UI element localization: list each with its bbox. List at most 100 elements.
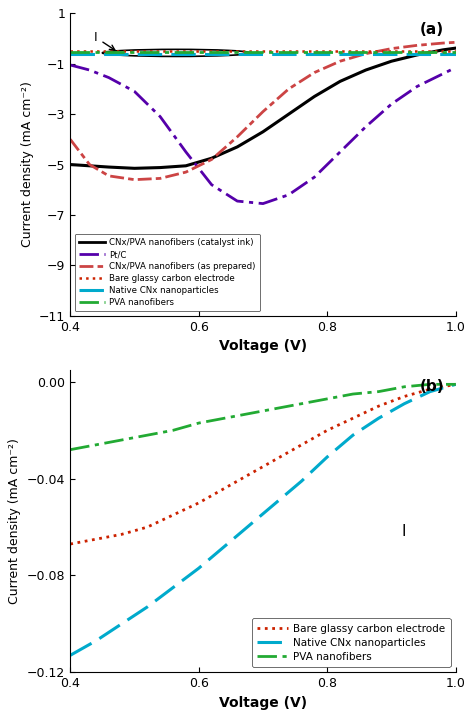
Legend: Bare glassy carbon electrode, Native CNx nanoparticles, PVA nanofibers: Bare glassy carbon electrode, Native CNx… [252,618,450,667]
Line: PVA nanofibers: PVA nanofibers [70,384,456,449]
PVA nanofibers [170,426,176,434]
CNx/PVA nanofibers (catalyst ink) [87,162,92,170]
CNx/PVA nanofibers (as prepared) [363,50,369,58]
CNx/PVA nanofibers (catalyst ink) [235,143,240,151]
Line: CNx/PVA nanofibers (catalyst ink): CNx/PVA nanofibers (catalyst ink) [70,48,456,168]
Bare glassy carbon electrode [299,441,304,449]
Bare glassy carbon electrode [222,484,228,493]
PVA nanofibers [350,390,356,398]
CNx/PVA nanofibers (as prepared) [235,133,240,141]
Pt/C [183,148,189,157]
CNx/PVA nanofibers (catalyst ink) [453,44,458,52]
Bare glassy carbon electrode [273,455,279,464]
CNx/PVA nanofibers (catalyst ink) [183,162,189,170]
CNx/PVA nanofibers (catalyst ink) [67,160,73,169]
Bare glassy carbon electrode [196,498,201,507]
Pt/C [389,100,394,108]
CNx/PVA nanofibers (as prepared) [440,39,446,47]
CNx/PVA nanofibers (catalyst ink) [389,57,394,65]
PVA nanofibers [299,399,304,408]
Native CNx nanoparticles [247,521,253,529]
PVA nanofibers [119,436,125,444]
Native CNx nanoparticles [93,636,99,645]
CNx/PVA nanofibers (as prepared) [337,57,343,65]
CNx/PVA nanofibers (as prepared) [67,135,73,144]
CNx/PVA nanofibers (catalyst ink) [414,50,420,59]
CNx/PVA nanofibers (catalyst ink) [209,154,214,162]
Pt/C [286,190,292,199]
Y-axis label: Current density (mA cm⁻²): Current density (mA cm⁻²) [20,82,34,248]
Native CNx nanoparticles [350,431,356,439]
Bare glassy carbon electrode [145,523,150,531]
Pt/C [209,180,214,189]
Pt/C [414,82,420,90]
CNx/PVA nanofibers (catalyst ink) [260,128,266,136]
Native CNx nanoparticles [196,564,201,572]
Bare glassy carbon electrode [401,392,407,401]
PVA nanofibers [273,404,279,413]
CNx/PVA nanofibers (as prepared) [209,155,214,164]
Native CNx nanoparticles [119,620,125,628]
Pt/C [337,148,343,157]
PVA nanofibers [401,383,407,391]
CNx/PVA nanofibers (as prepared) [132,175,137,184]
Bare glassy carbon electrode [376,402,382,411]
CNx/PVA nanofibers (catalyst ink) [106,163,112,172]
Pt/C [106,73,112,82]
Bare glassy carbon electrode [93,535,99,544]
Pt/C [260,200,266,208]
Native CNx nanoparticles [170,583,176,592]
CNx/PVA nanofibers (as prepared) [311,68,317,77]
CNx/PVA nanofibers (catalyst ink) [440,45,446,54]
Native CNx nanoparticles [427,387,433,396]
PVA nanofibers [453,380,458,388]
Line: CNx/PVA nanofibers (as prepared): CNx/PVA nanofibers (as prepared) [70,42,456,180]
CNx/PVA nanofibers (as prepared) [183,168,189,177]
Pt/C [363,123,369,131]
CNx/PVA nanofibers (catalyst ink) [337,77,343,85]
Text: I: I [94,31,115,50]
Native CNx nanoparticles [273,498,279,507]
Pt/C [235,197,240,205]
CNx/PVA nanofibers (as prepared) [389,45,394,53]
PVA nanofibers [427,380,433,388]
Line: Bare glassy carbon electrode: Bare glassy carbon electrode [70,384,456,544]
PVA nanofibers [222,414,228,422]
CNx/PVA nanofibers (as prepared) [87,160,92,169]
Pt/C [132,87,137,95]
Y-axis label: Current density (mA cm⁻²): Current density (mA cm⁻²) [9,438,21,604]
Pt/C [440,70,446,78]
PVA nanofibers [247,409,253,418]
CNx/PVA nanofibers (as prepared) [157,174,163,182]
Native CNx nanoparticles [145,602,150,611]
Bare glassy carbon electrode [324,426,330,434]
Bare glassy carbon electrode [350,414,356,422]
CNx/PVA nanofibers (catalyst ink) [132,164,137,172]
Pt/C [157,112,163,121]
Bare glassy carbon electrode [453,380,458,388]
Bare glassy carbon electrode [247,470,253,478]
PVA nanofibers [376,387,382,396]
CNx/PVA nanofibers (as prepared) [286,85,292,93]
Pt/C [453,63,458,72]
Bare glassy carbon electrode [67,540,73,549]
Native CNx nanoparticles [324,452,330,461]
Bare glassy carbon electrode [427,385,433,393]
Native CNx nanoparticles [67,651,73,660]
CNx/PVA nanofibers (catalyst ink) [286,110,292,118]
Text: (a): (a) [420,22,444,37]
Native CNx nanoparticles [376,414,382,422]
Native CNx nanoparticles [222,542,228,551]
Native CNx nanoparticles [299,477,304,485]
Text: I: I [402,524,406,539]
PVA nanofibers [324,395,330,404]
PVA nanofibers [93,441,99,449]
Legend: CNx/PVA nanofibers (catalyst ink), Pt/C, CNx/PVA nanofibers (as prepared), Bare : CNx/PVA nanofibers (catalyst ink), Pt/C,… [74,234,260,312]
CNx/PVA nanofibers (as prepared) [453,38,458,47]
CNx/PVA nanofibers (as prepared) [414,41,420,50]
CNx/PVA nanofibers (catalyst ink) [157,163,163,172]
CNx/PVA nanofibers (catalyst ink) [363,66,369,75]
Bare glassy carbon electrode [170,510,176,519]
CNx/PVA nanofibers (as prepared) [106,172,112,180]
Pt/C [87,66,92,75]
